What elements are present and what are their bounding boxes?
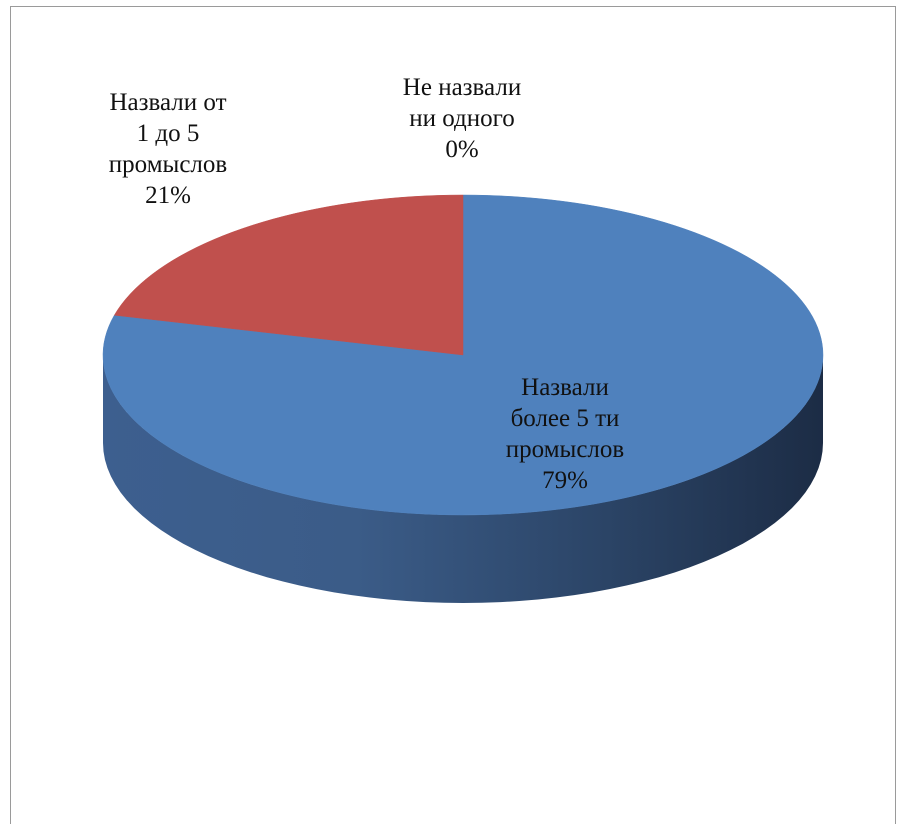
data-label-2: Не назвали ни одного 0%: [403, 74, 521, 163]
data-label-1: Назвали от 1 до 5 промыслов 21%: [109, 89, 227, 209]
chart-frame: [10, 6, 896, 824]
pie-side-0: [103, 355, 823, 603]
data-label-layer: Назвали более 5 ти промыслов 79% Назвали от 1…: [109, 74, 624, 494]
pie-slice-1: [113, 194, 464, 356]
pie-side-layer: [103, 355, 823, 603]
pie-top-layer: [102, 194, 824, 516]
data-label-0: Назвали более 5 ти промыслов 79%: [506, 374, 624, 494]
